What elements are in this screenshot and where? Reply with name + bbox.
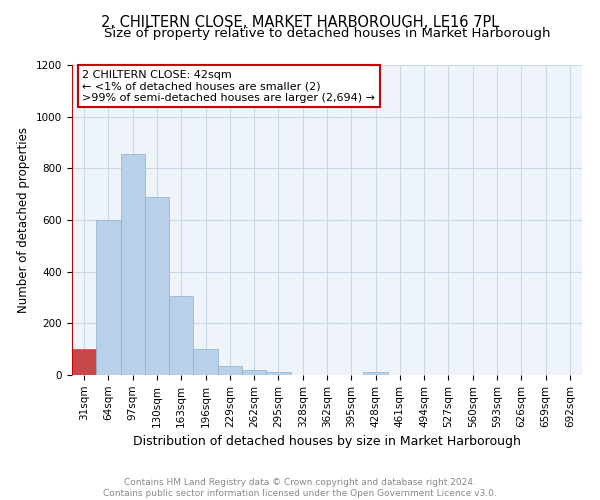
Bar [96, 220, 121, 375]
Title: Size of property relative to detached houses in Market Harborough: Size of property relative to detached ho… [104, 27, 550, 40]
Text: 2 CHILTERN CLOSE: 42sqm
← <1% of detached houses are smaller (2)
>99% of semi-de: 2 CHILTERN CLOSE: 42sqm ← <1% of detache… [82, 70, 375, 103]
Text: Contains HM Land Registry data © Crown copyright and database right 2024.
Contai: Contains HM Land Registry data © Crown c… [103, 478, 497, 498]
Bar [169, 296, 193, 375]
X-axis label: Distribution of detached houses by size in Market Harborough: Distribution of detached houses by size … [133, 435, 521, 448]
Bar [242, 370, 266, 375]
Bar [364, 372, 388, 375]
Bar [193, 349, 218, 375]
Bar [266, 372, 290, 375]
Bar [145, 196, 169, 375]
Bar [121, 154, 145, 375]
Bar [218, 366, 242, 375]
Text: 2, CHILTERN CLOSE, MARKET HARBOROUGH, LE16 7PL: 2, CHILTERN CLOSE, MARKET HARBOROUGH, LE… [101, 15, 499, 30]
Bar [72, 349, 96, 375]
Y-axis label: Number of detached properties: Number of detached properties [17, 127, 31, 313]
